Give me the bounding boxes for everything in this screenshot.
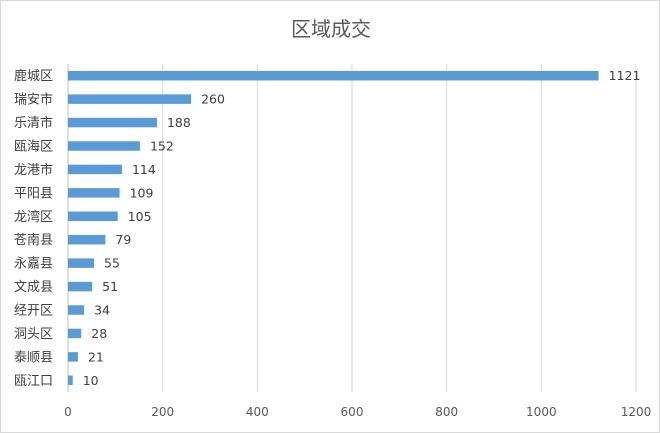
x-tick-label: 800: [435, 405, 458, 419]
data-label: 260: [201, 92, 225, 107]
category-label: 龙湾区: [14, 209, 53, 225]
bar: [68, 375, 73, 386]
category-label: 瑞安市: [14, 92, 53, 108]
data-label: 79: [115, 232, 131, 247]
data-label: 55: [104, 256, 120, 271]
bar: [68, 211, 118, 222]
data-label: 28: [91, 326, 107, 341]
data-label: 152: [150, 139, 174, 154]
label-layer: 0 200 400 600 800 1000 1200 鹿城区 1121 瑞安市 260 乐清市 188…: [14, 68, 651, 419]
x-tick-label: 600: [341, 405, 364, 419]
category-label: 经开区: [14, 304, 53, 319]
bar: [68, 94, 192, 104]
bar: [68, 234, 106, 245]
category-label: 平阳县: [14, 186, 53, 201]
bar: [68, 281, 93, 292]
data-label: 109: [130, 185, 154, 200]
bar: [68, 328, 82, 339]
category-label: 苍南县: [14, 232, 53, 248]
data-label: 1121: [609, 68, 641, 83]
grid-layer: [67, 64, 637, 392]
data-label: 188: [167, 115, 191, 130]
category-label: 乐清市: [14, 115, 53, 131]
bar: [68, 70, 599, 81]
bar: [68, 352, 78, 362]
category-label: 瓯江口: [14, 374, 53, 389]
data-label: 10: [83, 373, 99, 388]
bar: [68, 141, 140, 151]
category-label: 鹿城区: [14, 68, 53, 84]
x-tick-label: 0: [64, 405, 72, 419]
category-label: 永嘉县: [14, 257, 53, 272]
category-label: 瓯海区: [14, 140, 53, 155]
chart-title: 区域成交: [291, 17, 371, 41]
category-label: 泰顺县: [14, 350, 53, 365]
data-label: 34: [94, 303, 110, 318]
data-label: 51: [102, 279, 118, 294]
x-tick-label: 1200: [621, 405, 652, 419]
x-tick-label: 400: [246, 405, 269, 419]
data-label: 114: [132, 162, 156, 177]
bar-layer: [68, 70, 599, 386]
bar: [68, 164, 122, 175]
bar: [68, 188, 120, 198]
category-label: 龙港市: [14, 162, 53, 178]
category-label: 洞头区: [14, 327, 53, 342]
x-tick-label: 200: [151, 405, 174, 419]
bar: [68, 305, 85, 315]
bar: [68, 258, 95, 268]
category-label: 文成县: [14, 280, 53, 295]
data-label: 21: [88, 349, 104, 364]
x-tick-label: 1000: [526, 405, 557, 419]
data-label: 105: [128, 209, 152, 224]
bar: [68, 117, 157, 128]
